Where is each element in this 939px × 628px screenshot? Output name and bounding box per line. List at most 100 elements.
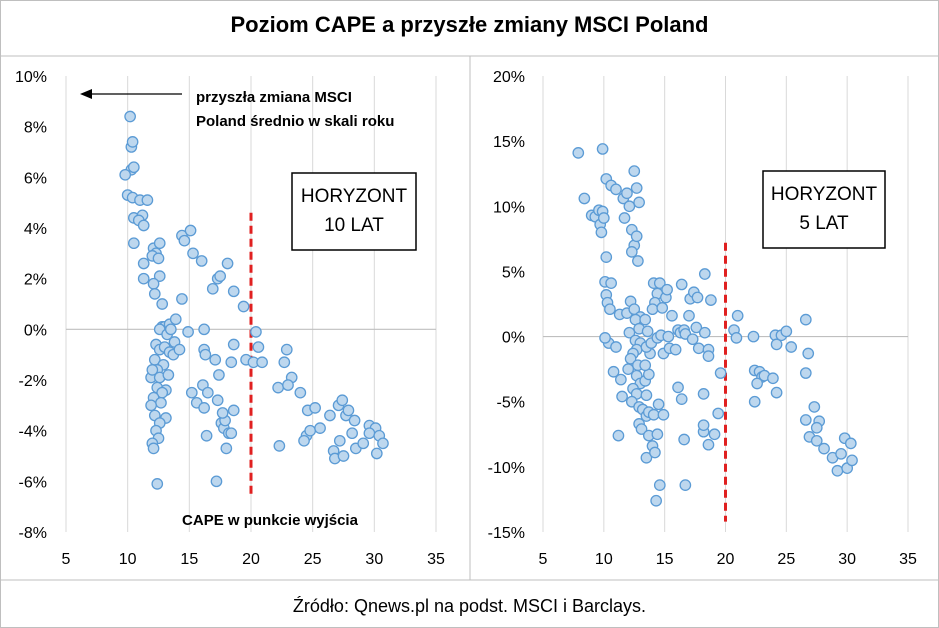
data-point	[702, 438, 715, 451]
data-point	[148, 288, 161, 300]
data-point	[147, 277, 160, 290]
data-point	[124, 110, 136, 123]
y-tick-label: -15%	[488, 525, 525, 542]
x-tick-label: 20	[717, 551, 735, 568]
data-point	[810, 421, 823, 434]
data-point	[780, 325, 793, 338]
x-tick-label: 10	[595, 551, 613, 568]
data-point	[211, 394, 224, 407]
data-point	[623, 326, 636, 339]
y-tick-label: -4%	[19, 424, 47, 441]
data-point	[333, 434, 346, 447]
data-point	[615, 373, 627, 386]
data-point	[651, 428, 664, 441]
data-point	[220, 442, 233, 455]
data-point	[225, 356, 238, 369]
data-point	[169, 313, 182, 326]
data-point	[272, 381, 284, 394]
data-point	[647, 408, 660, 421]
data-point	[697, 388, 710, 400]
figure-title: Poziom CAPE a przyszłe zmiany MSCI Polan…	[230, 12, 709, 37]
data-point	[309, 402, 321, 414]
data-point	[652, 398, 665, 411]
data-point	[377, 437, 389, 450]
data-point	[237, 300, 250, 313]
data-point	[156, 298, 169, 310]
data-point	[173, 343, 186, 356]
data-point	[846, 454, 858, 467]
data-point	[596, 143, 609, 155]
data-point	[610, 341, 622, 353]
data-point	[672, 381, 684, 394]
data-point	[164, 323, 177, 336]
data-point	[630, 230, 643, 243]
data-point	[818, 442, 830, 455]
data-point	[155, 396, 167, 409]
data-point	[641, 325, 654, 338]
chart-panel-2: 5 10 15 20 25 30 35 -15% -10% -5% 0% 5% 10% 15% 20% HOR…	[488, 69, 917, 568]
y-tick-label: 10%	[493, 199, 525, 216]
data-point	[314, 422, 326, 434]
data-point	[147, 442, 160, 455]
data-point	[616, 390, 628, 403]
data-point	[628, 165, 641, 177]
data-point	[653, 479, 666, 491]
data-point	[176, 293, 188, 305]
x-tick-label: 20	[242, 551, 260, 568]
x-tick-label: 5	[539, 551, 548, 568]
data-point	[278, 356, 291, 369]
x-tick-label: 35	[427, 551, 445, 568]
data-point	[661, 283, 673, 296]
data-point	[599, 332, 611, 344]
data-point	[646, 303, 659, 316]
data-point	[799, 313, 812, 326]
annotation-arrow-head	[80, 89, 92, 99]
data-point	[337, 450, 350, 462]
data-point	[831, 464, 844, 477]
data-point	[691, 291, 704, 304]
y-tick-label: 8%	[24, 120, 47, 137]
data-point	[225, 427, 238, 440]
data-point	[810, 434, 823, 447]
y-tick-label: 2%	[24, 272, 47, 289]
data-point	[767, 372, 779, 385]
data-point	[346, 427, 358, 440]
data-point	[273, 440, 286, 452]
data-point	[137, 219, 150, 232]
data-point	[227, 404, 240, 417]
data-point	[656, 302, 669, 314]
chart-panel-1: 5 10 15 20 25 30 35 -8% -6% -4% -2% 0% 2% 4% 6% 8% 10% HO…	[15, 69, 445, 568]
data-point	[572, 147, 585, 159]
data-point	[357, 437, 370, 450]
data-point	[808, 401, 821, 413]
data-point	[127, 161, 140, 174]
data-point	[630, 182, 643, 194]
data-point	[141, 194, 154, 206]
horizon-box	[762, 170, 886, 249]
data-point	[363, 427, 376, 440]
data-point	[298, 434, 310, 447]
data-point	[198, 402, 210, 414]
data-point	[342, 404, 355, 417]
data-point	[625, 246, 638, 258]
y-tick-label: -6%	[19, 474, 47, 491]
data-point	[770, 338, 783, 351]
data-point	[799, 367, 812, 379]
data-point	[294, 386, 307, 399]
data-point	[201, 386, 214, 399]
data-point	[635, 423, 648, 435]
y-tick-label: 10%	[15, 69, 47, 86]
data-point	[640, 389, 653, 402]
data-point	[595, 226, 608, 239]
y-tick-label: 15%	[493, 134, 525, 151]
data-point	[844, 437, 857, 450]
data-point	[119, 168, 132, 181]
data-point	[657, 408, 670, 421]
data-point	[618, 212, 631, 224]
data-point	[678, 433, 690, 446]
data-point	[675, 278, 688, 291]
data-point	[227, 285, 240, 298]
data-point	[770, 386, 783, 399]
data-point	[185, 386, 198, 399]
